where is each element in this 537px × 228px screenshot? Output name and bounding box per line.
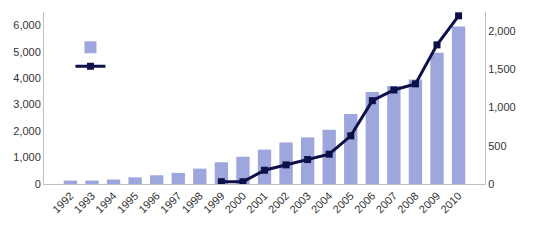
svg-text:1992: 1992 xyxy=(50,190,76,216)
svg-text:2004: 2004 xyxy=(309,190,335,216)
svg-text:2,000: 2,000 xyxy=(488,25,516,37)
svg-text:1,500: 1,500 xyxy=(488,63,516,75)
svg-text:1999: 1999 xyxy=(201,190,227,216)
svg-text:1998: 1998 xyxy=(179,190,205,216)
svg-text:1993: 1993 xyxy=(71,190,97,216)
svg-text:1996: 1996 xyxy=(136,190,162,216)
svg-text:1,000: 1,000 xyxy=(488,101,516,113)
svg-text:4,000: 4,000 xyxy=(13,72,41,84)
svg-text:1,000: 1,000 xyxy=(13,151,41,163)
svg-text:1994: 1994 xyxy=(93,190,119,216)
svg-text:5,000: 5,000 xyxy=(13,46,41,58)
svg-text:2010: 2010 xyxy=(438,190,464,216)
svg-text:6,000: 6,000 xyxy=(13,19,41,31)
svg-text:2,000: 2,000 xyxy=(13,125,41,137)
svg-text:2007: 2007 xyxy=(373,190,399,216)
svg-text:2008: 2008 xyxy=(395,190,421,216)
svg-text:2005: 2005 xyxy=(330,190,356,216)
svg-text:2001: 2001 xyxy=(244,190,270,216)
svg-text:1997: 1997 xyxy=(158,190,184,216)
svg-text:1995: 1995 xyxy=(115,190,141,216)
svg-text:2003: 2003 xyxy=(287,190,313,216)
svg-text:2000: 2000 xyxy=(222,190,248,216)
svg-text:3,000: 3,000 xyxy=(13,98,41,110)
svg-text:0: 0 xyxy=(35,178,41,190)
svg-text:0: 0 xyxy=(488,178,494,190)
svg-text:2009: 2009 xyxy=(417,190,443,216)
svg-text:2002: 2002 xyxy=(266,190,292,216)
svg-text:500: 500 xyxy=(488,140,506,152)
svg-text:2006: 2006 xyxy=(352,190,378,216)
